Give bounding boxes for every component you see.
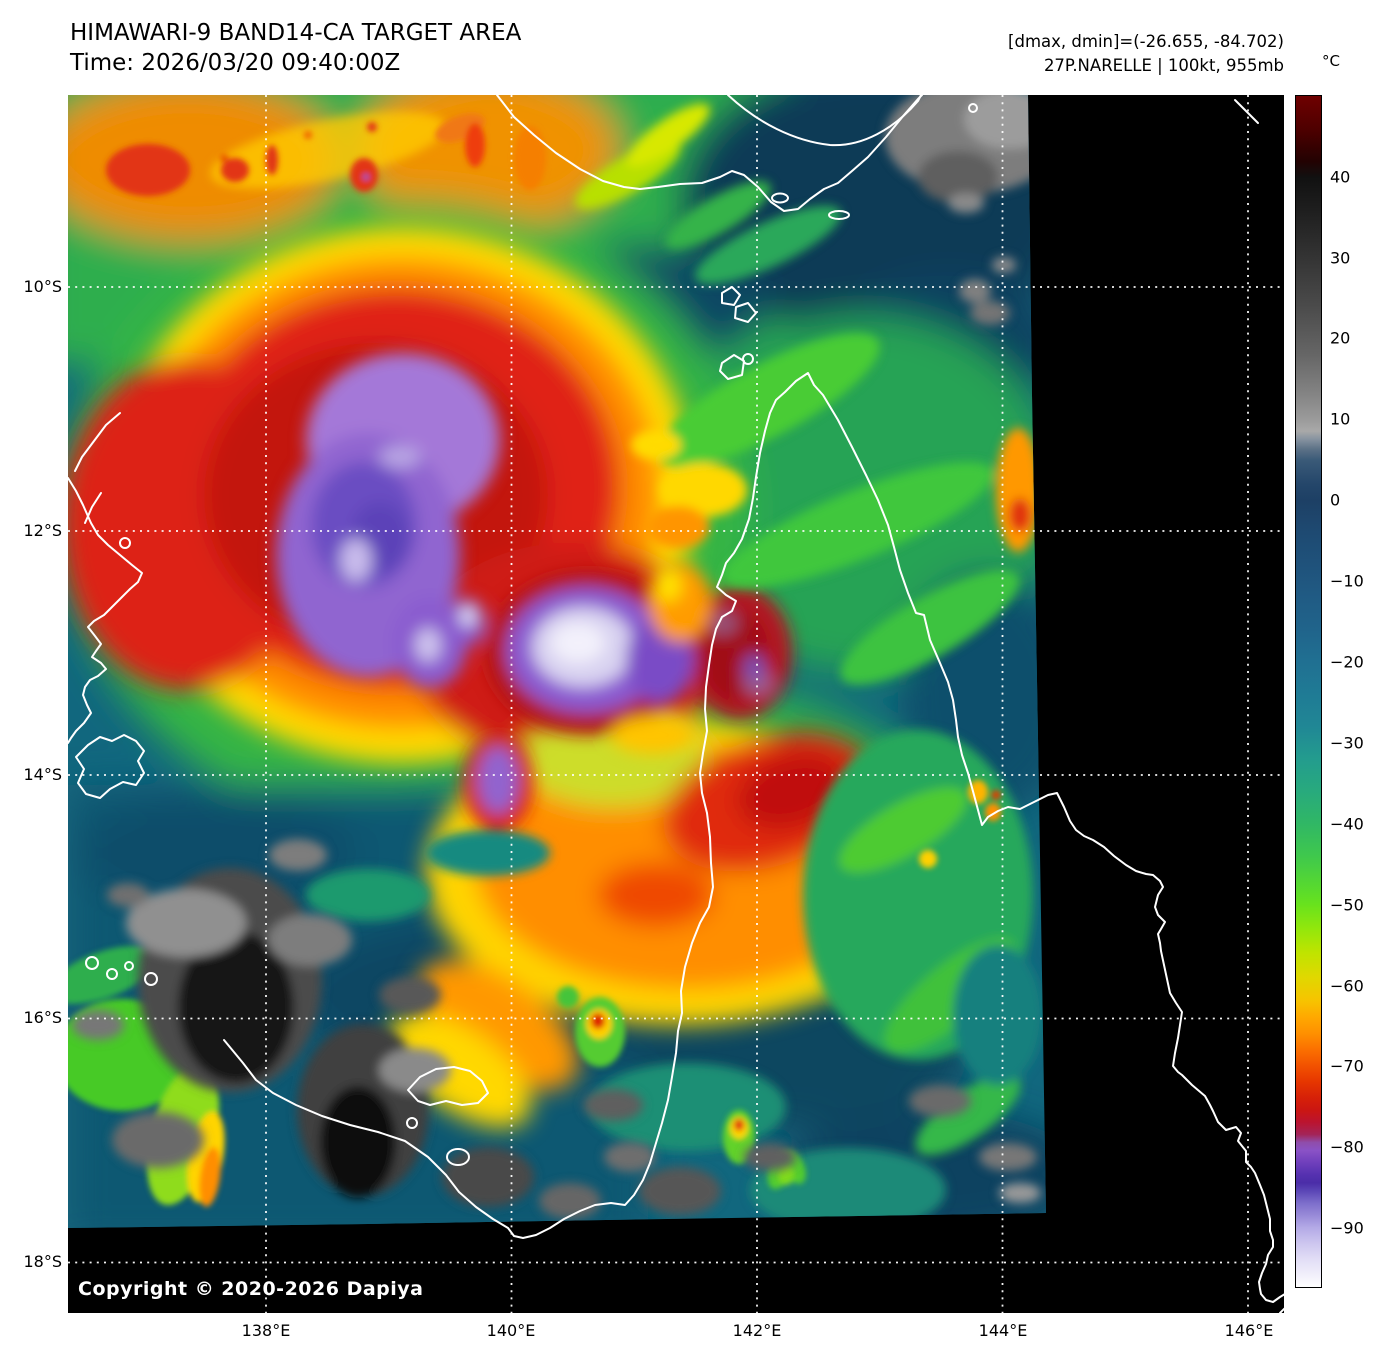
- coastline-top-right-segment: [1234, 99, 1259, 124]
- coastline-overlay: [68, 95, 1284, 1313]
- colorbar-tick: −80: [1330, 1137, 1364, 1157]
- colorbar-tick: −70: [1330, 1056, 1364, 1076]
- copyright-watermark: Copyright © 2020-2026 Dapiya: [78, 1278, 424, 1300]
- colorbar-tick: −20: [1330, 652, 1364, 672]
- island-torres-2: [828, 210, 850, 220]
- lat-label-18s: 18°S: [23, 1252, 62, 1271]
- colorbar-tick: 40: [1330, 167, 1351, 187]
- storm-info: 27P.NARELLE | 100kt, 955mb: [1043, 56, 1284, 75]
- lon-label-144e: 144°E: [978, 1321, 1028, 1340]
- island-torres-1: [771, 192, 789, 204]
- coastline-australia: [223, 372, 1284, 1313]
- islands-pellew: [85, 956, 158, 986]
- lat-label-10s: 10°S: [23, 277, 62, 296]
- annotation-block: [dmax, dmin]=(-26.655, -84.702) 27P.NARE…: [1008, 30, 1284, 78]
- graticule-grid: [68, 95, 1284, 1313]
- convective-streaks: [210, 103, 1043, 1228]
- island-small-3: [119, 537, 131, 549]
- satellite-map-panel[interactable]: [68, 95, 1284, 1313]
- lat-label-16s: 16°S: [23, 1008, 62, 1027]
- low-cloud-gray-field: [72, 95, 1046, 1219]
- island-small-4: [406, 1117, 418, 1129]
- island-small-5: [446, 1148, 470, 1166]
- page-title: HIMAWARI-9 BAND14-CA TARGET AREA: [70, 20, 522, 46]
- island-small-2: [742, 353, 754, 365]
- island-mornington: [407, 1066, 489, 1106]
- satellite-ir-image: [68, 95, 1284, 1313]
- colorbar-unit-label: °C: [1322, 52, 1340, 70]
- lon-label-138e: 138°E: [241, 1321, 291, 1340]
- temperature-colorbar: [1295, 95, 1322, 1288]
- colorbar-tick: −30: [1330, 733, 1364, 753]
- lon-label-140e: 140°E: [486, 1321, 536, 1340]
- header: HIMAWARI-9 BAND14-CA TARGET AREA Time: 2…: [70, 18, 521, 78]
- lat-label-12s: 12°S: [23, 521, 62, 540]
- island-small: [968, 103, 978, 113]
- colorbar-tick: −50: [1330, 895, 1364, 915]
- colorbar-tick: 20: [1330, 328, 1351, 348]
- lon-label-146e: 146°E: [1224, 1321, 1274, 1340]
- lat-label-14s: 14°S: [23, 765, 62, 784]
- colorbar-tick: −60: [1330, 976, 1364, 995]
- island-group-north: [719, 286, 757, 380]
- colorbar-tick: 10: [1330, 409, 1351, 429]
- colorbar-tick: −40: [1330, 814, 1364, 834]
- lon-label-142e: 142°E: [732, 1321, 782, 1340]
- coastline-png: [496, 95, 923, 212]
- coastline-png-north: [727, 95, 922, 147]
- colorbar-tick: 0: [1330, 490, 1341, 510]
- colorbar-tick-labels: 40 30 20 10 0 −10 −20 −30 −40 −50 −60 −70 −80 −90: [1330, 95, 1384, 1288]
- colorbar-tick: −90: [1330, 1218, 1364, 1238]
- dmax-dmin-readout: [dmax, dmin]=(-26.655, -84.702): [1008, 32, 1284, 51]
- coastline-wessel-islands: [74, 412, 121, 524]
- colorbar-tick: −10: [1330, 571, 1364, 591]
- colorbar-tick: 30: [1330, 248, 1351, 268]
- timestamp: Time: 2026/03/20 09:40:00Z: [70, 50, 401, 76]
- ir-data-region: [68, 95, 1046, 1228]
- cold-cloud-tops: [276, 353, 792, 847]
- coastline-arnhem: [68, 477, 143, 744]
- island-groote-eylandt: [75, 734, 145, 799]
